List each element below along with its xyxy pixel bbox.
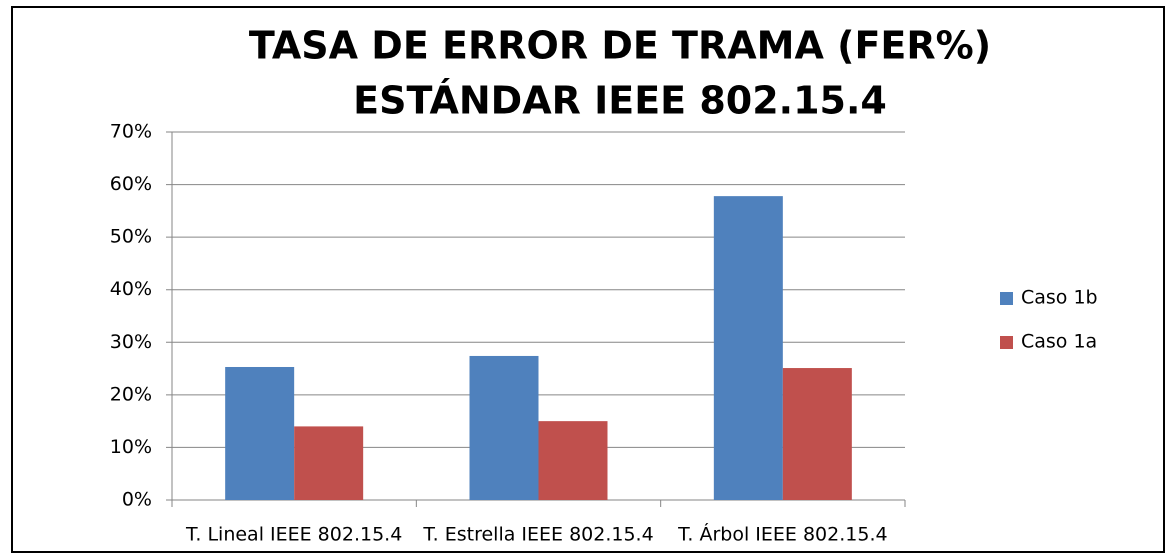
legend-label: Caso 1a [1021, 331, 1097, 353]
x-tick-label: T. Estrella IEEE 802.15.4 [422, 524, 653, 546]
y-tick-label: 30% [110, 331, 152, 353]
bar [713, 196, 783, 500]
y-tick-label: 40% [110, 278, 152, 300]
chart-title: ESTÁNDAR IEEE 802.15.4 [353, 79, 887, 123]
bar [294, 426, 364, 500]
x-tick-label: T. Lineal IEEE 802.15.4 [185, 524, 402, 546]
x-tick-label: T. Árbol IEEE 802.15.4 [677, 523, 888, 546]
chart-title: TASA DE ERROR DE TRAMA (FER%) [249, 24, 991, 68]
y-tick-label: 70% [110, 121, 152, 143]
y-tick-label: 20% [110, 383, 152, 405]
legend-swatch [1000, 336, 1013, 349]
y-tick-label: 50% [110, 226, 152, 248]
y-tick-label: 10% [110, 436, 152, 458]
legend-swatch [1000, 292, 1013, 305]
legend-label: Caso 1b [1021, 287, 1098, 309]
bar [469, 355, 539, 500]
bar [538, 421, 608, 500]
bar [782, 368, 852, 500]
y-tick-label: 0% [122, 489, 152, 511]
y-tick-label: 60% [110, 173, 152, 195]
bar [225, 366, 295, 500]
